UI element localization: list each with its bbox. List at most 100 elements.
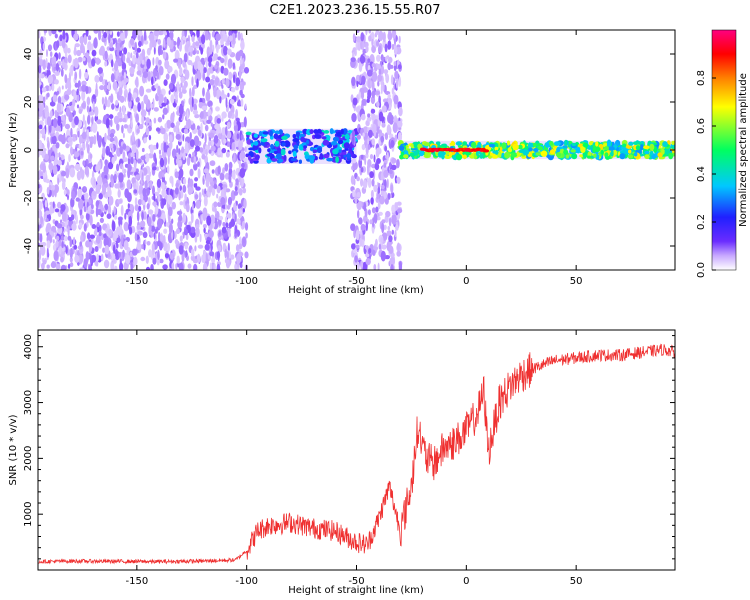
heatmap-cell	[116, 49, 119, 56]
heatmap-cell	[130, 52, 133, 59]
heatmap-cell	[133, 189, 138, 194]
heatmap-cell	[223, 67, 229, 76]
heatmap-cell	[43, 30, 48, 34]
heatmap-cell	[379, 195, 385, 205]
heatmap-cell	[238, 140, 243, 151]
heatmap-cell	[396, 242, 400, 251]
heatmap-cell	[204, 133, 207, 144]
heatmap-cell	[46, 186, 50, 195]
heatmap-cell	[92, 101, 95, 111]
heatmap-cell	[316, 147, 323, 154]
heatmap-cell	[123, 124, 129, 129]
heatmap-cell	[365, 221, 368, 232]
heatmap-cell	[398, 76, 402, 87]
heatmap-cell	[77, 130, 80, 138]
heatmap-cell	[292, 134, 297, 139]
heatmap-cell	[96, 253, 99, 262]
heatmap-cell	[153, 30, 160, 37]
heatmap-cell	[221, 84, 224, 89]
heatmap-cell	[122, 249, 125, 258]
heatmap-cell	[437, 151, 444, 158]
heatmap-cell	[129, 226, 133, 235]
snr-y-tick-label: 3000	[23, 390, 34, 415]
heatmap-cell	[362, 132, 365, 138]
heatmap-cell	[138, 40, 142, 48]
heatmap-cell	[195, 41, 200, 47]
heatmap-cell	[165, 73, 170, 80]
heatmap-cell	[200, 122, 203, 133]
heatmap-cell	[133, 182, 136, 188]
heatmap-cell	[540, 150, 548, 157]
heatmap-cell	[45, 218, 49, 223]
heatmap-cell	[210, 145, 216, 152]
heatmap-cell	[336, 131, 342, 137]
heatmap-cell	[139, 123, 144, 130]
heatmap-cell	[81, 57, 86, 62]
heatmap-cell	[213, 201, 218, 208]
heatmap-cell	[213, 183, 218, 190]
heatmap-cell	[191, 86, 195, 97]
heatmap-cell	[354, 49, 357, 56]
heatmap-cell	[61, 180, 66, 191]
heatmap-cell	[367, 165, 370, 176]
heatmap-cell	[395, 224, 399, 231]
heatmap-cell	[144, 153, 150, 163]
heatmap-cell	[45, 57, 48, 68]
heatmap-cell	[147, 71, 151, 82]
heatmap-cell	[140, 101, 144, 111]
heatmap-cell	[228, 30, 233, 37]
heatmap-cell	[180, 82, 183, 88]
heatmap-cell	[178, 262, 184, 270]
heatmap-cell	[448, 151, 453, 158]
heatmap-cell	[203, 67, 207, 74]
heatmap-cell	[145, 127, 150, 136]
heatmap-cell	[85, 251, 90, 262]
heatmap-cell	[45, 210, 51, 215]
heatmap-cell	[606, 139, 612, 147]
heatmap-cell	[175, 133, 181, 140]
heatmap-cell	[187, 59, 193, 66]
heatmap-cell	[237, 99, 241, 107]
heatmap-cell	[344, 133, 350, 140]
heatmap-cell	[136, 47, 141, 53]
heatmap-cell	[358, 61, 363, 72]
heatmap-cell	[644, 154, 650, 160]
heatmap-cell	[183, 128, 189, 134]
heatmap-cell	[45, 225, 49, 234]
heatmap-cell	[41, 242, 47, 247]
heatmap-cell	[119, 32, 126, 42]
heatmap-cell	[148, 152, 154, 159]
heatmap-cell	[140, 109, 147, 118]
heatmap-cells	[38, 30, 675, 270]
heatmap-cell	[225, 78, 230, 88]
heatmap-cell	[387, 31, 393, 41]
heatmap-cell	[208, 132, 215, 138]
heatmap-cell	[235, 200, 238, 206]
colorbar-tick-label: 0.8	[696, 70, 707, 86]
heatmap-cell	[576, 146, 581, 154]
heatmap-cell	[78, 198, 84, 210]
heatmap-cell	[157, 218, 163, 230]
heatmap-cell	[274, 130, 280, 135]
heatmap-cell	[110, 59, 114, 68]
heatmap-cell	[281, 142, 286, 147]
heatmap-cell	[409, 152, 416, 158]
heatmap-cell	[627, 154, 634, 159]
heatmap-cell	[111, 147, 114, 155]
heatmap-cell	[233, 152, 236, 164]
heatmap-cell	[149, 41, 153, 51]
heatmap-cell	[350, 57, 356, 63]
heatmap-cell	[450, 140, 455, 146]
heatmap-cell	[67, 225, 70, 237]
heatmap-cell	[56, 235, 60, 241]
heatmap-cell	[180, 76, 185, 84]
heatmap-cell	[135, 174, 140, 180]
heatmap-cell	[360, 39, 363, 50]
heatmap-cell	[391, 157, 397, 164]
heatmap-cell	[224, 248, 228, 259]
heatmap-cell	[378, 45, 382, 53]
heatmap-cell	[110, 118, 113, 128]
heatmap-cell	[98, 193, 103, 200]
heatmap-cell	[391, 229, 394, 235]
heatmap-cell	[217, 245, 222, 253]
